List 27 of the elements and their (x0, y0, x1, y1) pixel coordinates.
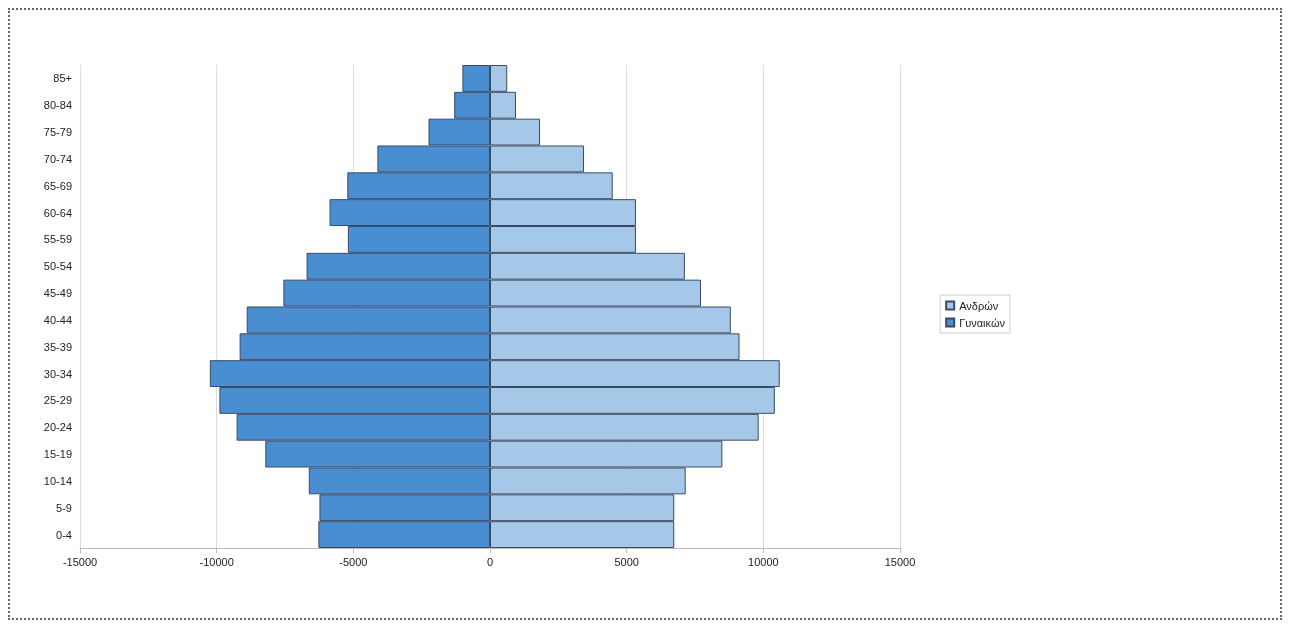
y-tick-label: 35-39 (43, 340, 72, 353)
y-tick-label: 25-29 (43, 394, 72, 407)
y-tick-label: 10-14 (43, 474, 72, 487)
y-tick-label: 75-79 (43, 126, 72, 139)
x-tick-label: 5000 (614, 555, 639, 568)
x-tick-label: 10000 (748, 555, 779, 568)
x-tick-label: 15000 (884, 555, 916, 568)
y-tick-label: 65-69 (43, 179, 72, 192)
y-tick-label: 55-59 (43, 233, 72, 246)
x-tick-label: -15000 (62, 555, 98, 568)
x-tick-label: -10000 (199, 555, 234, 568)
legend-label: Ανδρών (959, 299, 999, 312)
y-tick-label: 40-44 (43, 313, 72, 326)
y-tick-label: 70-74 (43, 152, 72, 165)
y-tick-label: 5-9 (56, 501, 72, 514)
x-tick-label: -5000 (339, 555, 368, 568)
y-tick-label: 20-24 (43, 421, 72, 434)
y-tick-label: 80-84 (43, 99, 72, 112)
y-tick-label: 45-49 (43, 287, 72, 300)
y-tick-label: 0-4 (56, 528, 72, 541)
y-tick-label: 15-19 (43, 448, 72, 461)
y-tick-label: 60-64 (43, 206, 72, 219)
y-tick-label: 30-34 (43, 367, 72, 380)
y-tick-label: 85+ (53, 72, 72, 85)
x-tick-label: 0 (486, 555, 494, 568)
legend-label: Γυναικών (959, 316, 1006, 329)
y-tick-label: 50-54 (43, 260, 72, 273)
